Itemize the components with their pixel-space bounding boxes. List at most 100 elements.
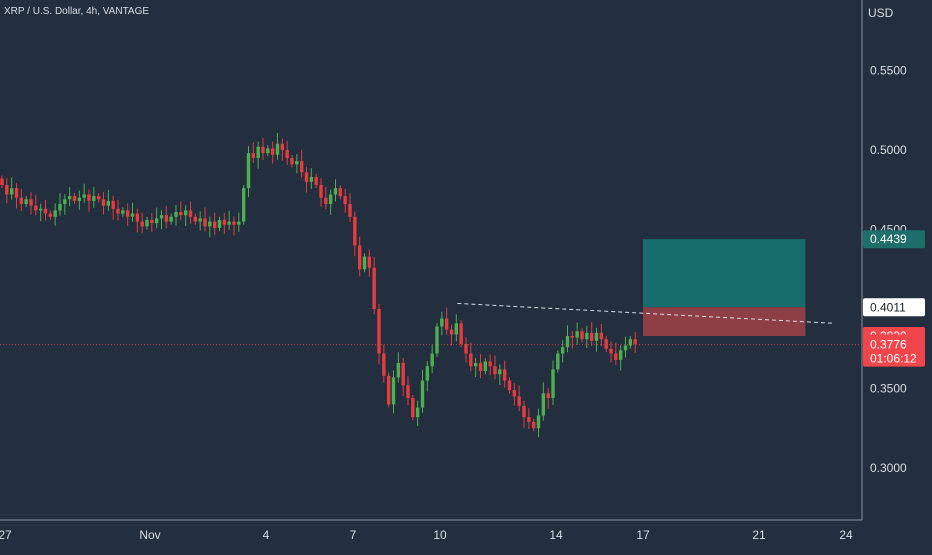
candle[interactable]	[222, 212, 227, 234]
candle[interactable]	[444, 307, 449, 335]
candle[interactable]	[203, 207, 207, 232]
time-axis[interactable]: 27 Nov 4 7 10 14 17 21 24	[0, 528, 853, 542]
candle[interactable]	[29, 192, 33, 215]
candle[interactable]	[270, 141, 275, 164]
candle[interactable]	[367, 249, 372, 277]
candle[interactable]	[628, 336, 633, 349]
candle[interactable]	[130, 202, 135, 222]
candle[interactable]	[338, 184, 343, 200]
candle[interactable]	[478, 354, 483, 379]
candle[interactable]	[246, 146, 251, 198]
candle[interactable]	[580, 328, 584, 343]
candle[interactable]	[101, 192, 106, 215]
candle[interactable]	[154, 207, 159, 229]
candle[interactable]	[575, 322, 579, 345]
candle[interactable]	[594, 327, 599, 352]
candle[interactable]	[309, 168, 314, 189]
candle[interactable]	[232, 216, 236, 236]
candle[interactable]	[121, 207, 125, 217]
candle[interactable]	[111, 195, 115, 220]
candle[interactable]	[77, 190, 82, 210]
candle[interactable]	[9, 177, 14, 200]
candle[interactable]	[256, 141, 260, 169]
candle[interactable]	[522, 400, 526, 428]
candle[interactable]	[285, 141, 289, 165]
candle[interactable]	[169, 213, 173, 225]
candle[interactable]	[328, 189, 333, 215]
candle[interactable]	[227, 210, 231, 230]
candle[interactable]	[333, 179, 338, 202]
candle[interactable]	[150, 212, 154, 233]
candle[interactable]	[174, 205, 178, 226]
candle[interactable]	[63, 194, 67, 215]
candle[interactable]	[87, 189, 91, 212]
candle[interactable]	[483, 358, 488, 375]
candle[interactable]	[67, 187, 72, 207]
candle[interactable]	[546, 388, 550, 409]
candle[interactable]	[633, 332, 637, 353]
candle[interactable]	[386, 372, 391, 408]
candle[interactable]	[531, 418, 536, 432]
candle[interactable]	[357, 236, 362, 277]
candle[interactable]	[96, 192, 101, 203]
candle[interactable]	[411, 394, 415, 421]
candle[interactable]	[536, 408, 541, 438]
candle[interactable]	[266, 145, 270, 157]
candle[interactable]	[280, 138, 285, 161]
candle[interactable]	[43, 199, 48, 221]
candle[interactable]	[164, 206, 169, 229]
candle[interactable]	[541, 382, 546, 421]
candle[interactable]	[135, 208, 140, 233]
candle[interactable]	[251, 142, 256, 164]
candle[interactable]	[324, 186, 328, 210]
candle[interactable]	[570, 330, 575, 349]
candle[interactable]	[565, 325, 570, 353]
candle[interactable]	[72, 192, 77, 205]
candle[interactable]	[241, 184, 246, 225]
candle[interactable]	[343, 189, 347, 213]
candle[interactable]	[198, 211, 202, 231]
candle[interactable]	[604, 336, 608, 352]
candle[interactable]	[502, 360, 507, 388]
candle[interactable]	[493, 355, 497, 380]
candle[interactable]	[512, 383, 517, 406]
candle[interactable]	[435, 323, 439, 357]
candle[interactable]	[208, 216, 212, 238]
candle[interactable]	[145, 216, 149, 230]
candle[interactable]	[125, 203, 130, 226]
candle[interactable]	[430, 344, 434, 374]
candle[interactable]	[527, 408, 531, 429]
candle[interactable]	[556, 350, 560, 373]
candle[interactable]	[212, 212, 217, 235]
candle[interactable]	[48, 210, 53, 220]
candle[interactable]	[5, 177, 9, 204]
candle[interactable]	[551, 360, 555, 406]
candle[interactable]	[140, 212, 144, 234]
candle[interactable]	[348, 193, 352, 222]
candle[interactable]	[454, 314, 459, 342]
candle[interactable]	[275, 132, 280, 160]
candle[interactable]	[473, 357, 478, 378]
candle[interactable]	[560, 340, 565, 363]
candle[interactable]	[353, 211, 357, 257]
candle[interactable]	[290, 154, 294, 168]
candle[interactable]	[498, 364, 502, 386]
candle[interactable]	[449, 324, 454, 346]
candle[interactable]	[585, 325, 589, 349]
candle[interactable]	[24, 196, 28, 208]
candle[interactable]	[304, 167, 309, 193]
candle[interactable]	[188, 201, 193, 224]
candle[interactable]	[34, 194, 38, 216]
candle[interactable]	[314, 173, 318, 189]
candle[interactable]	[53, 203, 57, 226]
candle[interactable]	[58, 193, 62, 216]
stop-zone[interactable]	[643, 307, 806, 337]
candle[interactable]	[237, 212, 241, 232]
candle[interactable]	[464, 336, 468, 363]
candle[interactable]	[589, 322, 594, 346]
candle[interactable]	[618, 345, 623, 371]
candle[interactable]	[401, 357, 405, 397]
candle[interactable]	[159, 210, 164, 230]
